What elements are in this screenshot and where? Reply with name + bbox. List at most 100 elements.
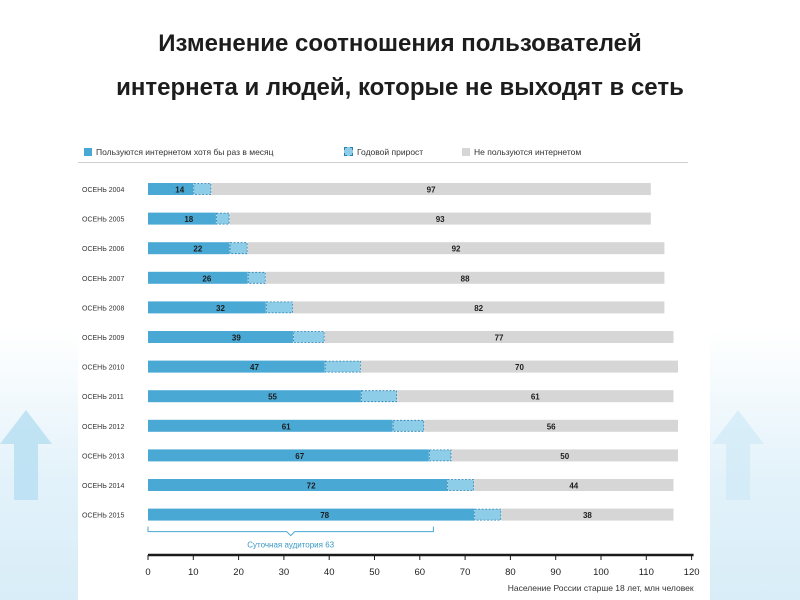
growth-bar bbox=[447, 479, 475, 491]
users-value-label: 32 bbox=[216, 304, 225, 313]
category-label: ОСЕНЬ 2012 bbox=[82, 424, 124, 431]
nonusers-bar bbox=[324, 331, 674, 343]
users-bar bbox=[148, 449, 429, 462]
users-value-label: 22 bbox=[193, 245, 202, 254]
nonusers-value-label: 97 bbox=[427, 186, 436, 195]
x-tick-label: 70 bbox=[460, 567, 471, 578]
nonusers-bar bbox=[360, 360, 679, 373]
nonusers-bar bbox=[474, 479, 674, 491]
nonusers-value-label: 77 bbox=[495, 334, 504, 343]
x-tick-label: 60 bbox=[415, 567, 426, 578]
growth-bar bbox=[265, 301, 293, 314]
x-axis-label: Население России старше 18 лет, млн чело… bbox=[508, 583, 694, 593]
x-tick-label: 110 bbox=[639, 567, 654, 578]
x-tick-label: 80 bbox=[505, 567, 516, 578]
page-title-line: интернета и людей, которые не выходят в … bbox=[116, 74, 684, 101]
x-tick-label: 30 bbox=[279, 567, 290, 578]
growth-bar bbox=[216, 212, 230, 225]
x-tick-label: 40 bbox=[324, 567, 335, 578]
decorative-arrow-up-icon bbox=[0, 410, 52, 500]
users-bar bbox=[148, 479, 447, 491]
growth-bar bbox=[474, 508, 502, 521]
x-tick-label: 90 bbox=[550, 567, 561, 578]
nonusers-value-label: 44 bbox=[569, 482, 578, 491]
nonusers-value-label: 61 bbox=[531, 393, 540, 402]
growth-bar bbox=[247, 271, 266, 284]
category-label: ОСЕНЬ 2010 bbox=[82, 365, 124, 372]
legend-label: Пользуются интернетом хотя бы раз в меся… bbox=[96, 147, 274, 157]
x-tick-label: 100 bbox=[593, 567, 609, 578]
users-value-label: 47 bbox=[250, 363, 259, 372]
annotation-label: Суточная аудитория 63 bbox=[247, 541, 334, 550]
nonusers-bar bbox=[451, 449, 679, 462]
legend-swatch bbox=[462, 147, 470, 156]
category-label: ОСЕНЬ 2008 bbox=[82, 305, 124, 312]
x-tick-label: 20 bbox=[233, 567, 244, 578]
nonusers-value-label: 92 bbox=[452, 245, 461, 254]
nonusers-value-label: 88 bbox=[461, 274, 470, 283]
nonusers-value-label: 93 bbox=[436, 215, 445, 224]
category-label: ОСЕНЬ 2015 bbox=[82, 513, 124, 520]
users-bar bbox=[148, 301, 266, 314]
legend-swatch bbox=[344, 147, 353, 157]
legend-swatch bbox=[84, 147, 92, 156]
users-value-label: 18 bbox=[184, 215, 193, 224]
nonusers-bar bbox=[424, 419, 679, 432]
x-tick-label: 10 bbox=[188, 567, 199, 578]
nonusers-bar bbox=[229, 212, 651, 225]
users-value-label: 78 bbox=[320, 511, 329, 520]
annotation-bracket bbox=[147, 526, 434, 537]
nonusers-value-label: 56 bbox=[547, 422, 556, 431]
category-label: ОСЕНЬ 2004 bbox=[82, 187, 124, 194]
nonusers-value-label: 82 bbox=[474, 304, 483, 313]
users-bar bbox=[148, 419, 393, 432]
users-bar bbox=[148, 242, 230, 255]
users-bar bbox=[148, 331, 293, 343]
growth-bar bbox=[361, 390, 398, 403]
nonusers-bar bbox=[211, 183, 651, 195]
legend-item-users: Пользуются интернетом хотя бы раз в меся… bbox=[84, 146, 274, 158]
nonusers-bar bbox=[501, 508, 674, 521]
category-label: ОСЕНЬ 2011 bbox=[82, 394, 124, 401]
decorative-arrow-up-icon bbox=[712, 410, 764, 500]
x-tick-label: 120 bbox=[684, 567, 700, 578]
users-bar bbox=[148, 183, 194, 195]
growth-bar bbox=[392, 419, 425, 432]
growth-bar bbox=[229, 242, 248, 255]
page-title: Изменение соотношения пользователей инте… bbox=[0, 22, 800, 110]
users-bar bbox=[148, 390, 361, 403]
users-value-label: 26 bbox=[202, 274, 211, 283]
users-bar bbox=[148, 360, 325, 373]
nonusers-bar bbox=[292, 301, 665, 314]
x-tick-label: 0 bbox=[145, 567, 150, 578]
bar-chart: ОСЕНЬ 2004 14 97 ОСЕНЬ 2005 18 93 ОСЕНЬ 2006 22… bbox=[82, 183, 700, 593]
category-label: ОСЕНЬ 2009 bbox=[82, 335, 124, 342]
category-label: ОСЕНЬ 2007 bbox=[82, 276, 124, 283]
growth-bar bbox=[293, 331, 325, 343]
users-value-label: 14 bbox=[175, 186, 184, 195]
users-value-label: 55 bbox=[268, 393, 277, 402]
nonusers-bar bbox=[247, 242, 665, 255]
nonusers-bar bbox=[397, 390, 674, 403]
growth-bar bbox=[428, 449, 452, 462]
x-tick-label: 50 bbox=[369, 567, 380, 578]
users-value-label: 72 bbox=[307, 482, 316, 491]
nonusers-value-label: 50 bbox=[560, 452, 569, 461]
category-label: ОСЕНЬ 2006 bbox=[82, 246, 124, 253]
legend-divider bbox=[78, 162, 688, 163]
chart-panel: Пользуются интернетом хотя бы раз в меся… bbox=[78, 134, 710, 600]
nonusers-value-label: 70 bbox=[515, 363, 524, 372]
users-value-label: 39 bbox=[232, 334, 241, 343]
legend-item-nonusers: Не пользуются интернетом bbox=[462, 146, 581, 158]
legend-label: Не пользуются интернетом bbox=[474, 147, 582, 157]
nonusers-value-label: 38 bbox=[583, 511, 592, 520]
growth-bar bbox=[324, 360, 361, 373]
users-bar bbox=[148, 212, 216, 225]
category-label: ОСЕНЬ 2005 bbox=[82, 217, 124, 224]
category-label: ОСЕНЬ 2013 bbox=[82, 453, 124, 460]
growth-bar bbox=[193, 183, 212, 195]
users-bar bbox=[148, 508, 475, 521]
legend-label: Годовой прирост bbox=[357, 147, 424, 157]
users-value-label: 61 bbox=[282, 422, 291, 431]
page-title-line: Изменение соотношения пользователей bbox=[158, 30, 642, 57]
